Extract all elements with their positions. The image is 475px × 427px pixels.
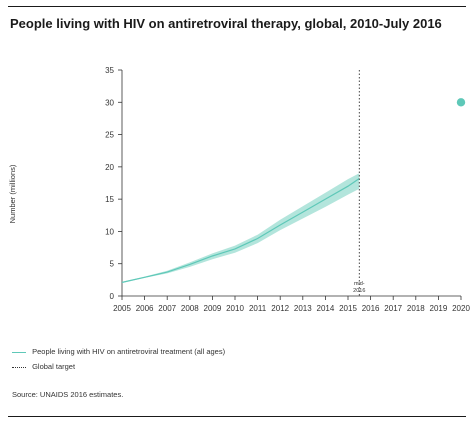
legend-item-art: People living with HIV on antiretroviral… xyxy=(12,347,225,356)
y-tick-label: 0 xyxy=(110,292,115,301)
y-tick-label: 15 xyxy=(105,195,114,204)
y-tick-label: 30 xyxy=(105,98,114,107)
legend-dotted-swatch xyxy=(12,366,26,368)
x-tick-label: 2010 xyxy=(226,304,244,313)
legend-label-target: Global target xyxy=(32,362,76,371)
x-tick-label: 2013 xyxy=(294,304,312,313)
global-target-point xyxy=(456,98,466,107)
top-rule xyxy=(8,6,466,7)
x-tick-label: 2017 xyxy=(384,304,402,313)
mid-2016-label: mid- xyxy=(354,281,365,287)
x-tick-label: 2019 xyxy=(430,304,448,313)
legend-line-swatch xyxy=(12,351,26,353)
y-tick-label: 25 xyxy=(105,131,114,140)
x-tick-label: 2016 xyxy=(362,304,380,313)
x-tick-label: 2011 xyxy=(249,304,267,313)
y-tick-label: 5 xyxy=(110,260,115,269)
x-tick-label: 2008 xyxy=(181,304,199,313)
x-tick-label: 2007 xyxy=(158,304,176,313)
x-tick-label: 2014 xyxy=(317,304,335,313)
y-axis-label: Number (millions) xyxy=(8,164,17,223)
x-tick-label: 2009 xyxy=(204,304,222,313)
mid-2016-label: 2016 xyxy=(353,288,365,294)
y-tick-label: 10 xyxy=(105,227,114,236)
x-tick-label: 2005 xyxy=(113,304,131,313)
source-note: Source: UNAIDS 2016 estimates. xyxy=(12,390,124,399)
x-tick-label: 2015 xyxy=(339,304,357,313)
x-tick-label: 2006 xyxy=(136,304,154,313)
x-tick-label: 2018 xyxy=(407,304,425,313)
chart-title: People living with HIV on antiretroviral… xyxy=(10,16,442,31)
art-uncertainty-band xyxy=(122,173,360,284)
legend-label-art: People living with HIV on antiretroviral… xyxy=(32,347,226,356)
art-series-line xyxy=(121,178,360,283)
bottom-rule xyxy=(8,416,466,417)
y-tick-label: 20 xyxy=(105,163,114,172)
x-tick-label: 2020 xyxy=(452,304,470,313)
x-tick-label: 2012 xyxy=(271,304,289,313)
legend-item-target: Global target xyxy=(12,362,75,371)
y-tick-label: 35 xyxy=(105,66,114,75)
